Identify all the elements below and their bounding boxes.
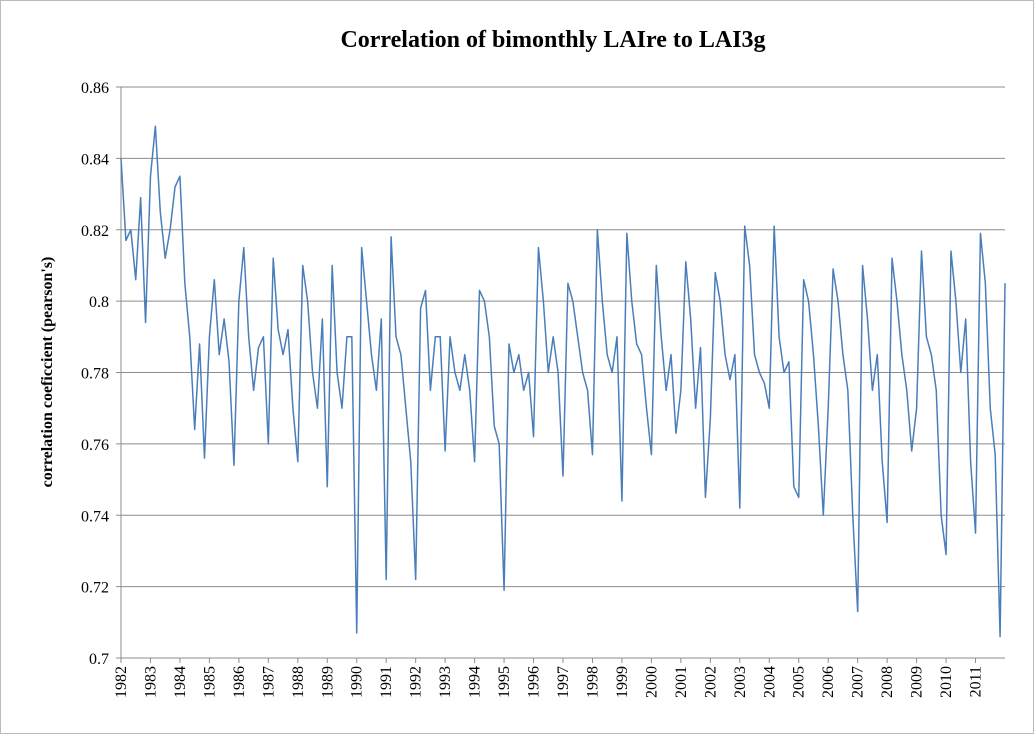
data-line (120, 125, 1006, 638)
x-tick-label: 2001 (673, 666, 690, 698)
x-tick-label: 2006 (820, 666, 837, 698)
y-tick-label: 0.8 (89, 294, 109, 311)
y-tick-label: 0.72 (81, 580, 109, 597)
x-tick-label: 2004 (761, 666, 778, 698)
x-tick-label: 1985 (201, 666, 218, 698)
y-tick-label: 0.84 (81, 151, 109, 168)
chart-title: Correlation of bimonthly LAIre to LAI3g (340, 27, 765, 53)
x-tick-label: 2007 (850, 666, 867, 698)
x-tick-label: 2000 (643, 666, 660, 698)
x-tick-label: 1994 (467, 666, 484, 698)
x-tick-label: 1991 (378, 666, 395, 698)
x-tick-label: 1995 (496, 666, 513, 698)
x-tick-label: 1987 (260, 666, 277, 698)
y-axis-label: correlation coeficcient (pearson's) (39, 257, 56, 488)
x-tick-label: 1999 (614, 666, 631, 698)
x-tick-label: 2005 (791, 666, 808, 698)
x-tick-label: 1996 (526, 666, 543, 698)
y-tick-label: 0.82 (81, 223, 109, 240)
x-tick-label: 1992 (408, 666, 425, 698)
x-tick-label: 1997 (555, 666, 572, 698)
x-tick-label: 2009 (909, 666, 926, 698)
x-tick-label: 2002 (702, 666, 719, 698)
x-tick-label: 2008 (879, 666, 896, 698)
x-tick-label: 1989 (319, 666, 336, 698)
y-tick-label: 0.86 (81, 80, 109, 97)
x-tick-label: 1988 (290, 666, 307, 698)
x-tick-label: 2010 (938, 666, 955, 698)
y-tick-label: 0.78 (81, 366, 109, 383)
y-tick-label: 0.7 (89, 651, 109, 668)
x-tick-label: 1990 (349, 666, 366, 698)
y-tick-label: 0.74 (81, 508, 109, 525)
x-tick-label: 1984 (172, 666, 189, 698)
x-tick-label: 1983 (142, 666, 159, 698)
x-tick-label: 1986 (231, 666, 248, 698)
x-tick-label: 2003 (732, 666, 749, 698)
x-tick-label: 1998 (584, 666, 601, 698)
x-tick-label: 1993 (437, 666, 454, 698)
x-tick-label: 2011 (968, 666, 985, 697)
y-tick-label: 0.76 (81, 437, 109, 454)
x-tick-label: 1982 (113, 666, 130, 698)
